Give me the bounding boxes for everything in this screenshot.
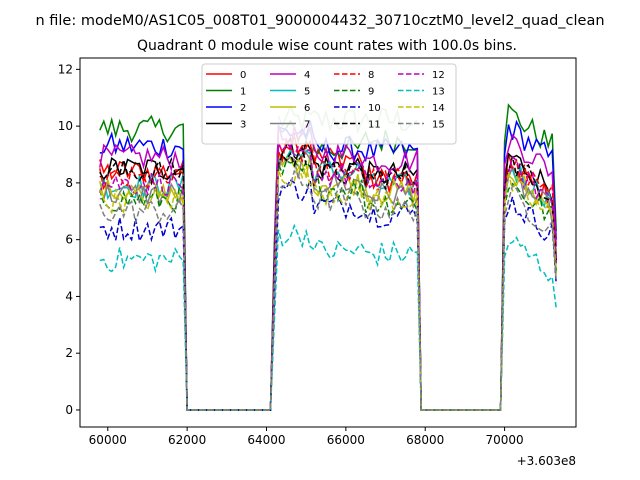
series-line-12 (99, 142, 557, 411)
x-tick-label: 60000 (89, 433, 127, 447)
legend-label-15: 15 (432, 120, 445, 131)
x-tick-label: 70000 (485, 433, 523, 447)
legend-label-13: 13 (432, 87, 445, 98)
x-offset-label: +3.603e8 (517, 454, 576, 468)
series-line-8 (99, 136, 557, 411)
legend-label-14: 14 (432, 103, 445, 114)
y-axis: 0 2 4 6 8 10 12 (58, 62, 80, 417)
chart-title: Quadrant 0 module wise count rates with … (137, 38, 517, 54)
y-tick-label: 0 (65, 403, 73, 417)
legend-label-6: 6 (304, 103, 310, 114)
legend-label-1: 1 (240, 87, 246, 98)
legend-label-10: 10 (368, 103, 381, 114)
legend-label-3: 3 (240, 120, 246, 131)
series-line-1 (99, 103, 557, 411)
legend-label-2: 2 (240, 103, 246, 114)
y-tick-label: 12 (58, 62, 73, 76)
series-line-10 (99, 178, 557, 411)
series-layer (99, 103, 557, 411)
x-tick-label: 66000 (327, 433, 365, 447)
legend-frame (201, 63, 457, 145)
y-tick-label: 8 (65, 176, 73, 190)
legend-label-5: 5 (304, 87, 310, 98)
legend-label-0: 0 (240, 70, 246, 81)
x-tick-label: 62000 (168, 433, 206, 447)
legend-label-7: 7 (304, 120, 310, 131)
x-tick-label: 68000 (406, 433, 444, 447)
x-tick-label: 64000 (247, 433, 285, 447)
legend-label-12: 12 (432, 70, 445, 81)
y-tick-label: 2 (65, 346, 73, 360)
legend-label-8: 8 (368, 70, 374, 81)
legend-label-11: 11 (368, 120, 381, 131)
y-tick-label: 6 (65, 233, 73, 247)
series-line-15 (99, 169, 557, 411)
plot-frame (79, 57, 577, 428)
y-tick-label: 10 (58, 119, 73, 133)
legend-label-9: 9 (368, 87, 374, 98)
series-line-13 (99, 223, 557, 411)
x-axis: 60000 62000 64000 66000 68000 70000 (89, 427, 524, 447)
y-tick-label: 4 (65, 289, 73, 303)
legend-label-4: 4 (304, 70, 310, 81)
chart-suptitle: n file: modeM0/AS1C05_008T01_9000004432_… (35, 13, 604, 29)
